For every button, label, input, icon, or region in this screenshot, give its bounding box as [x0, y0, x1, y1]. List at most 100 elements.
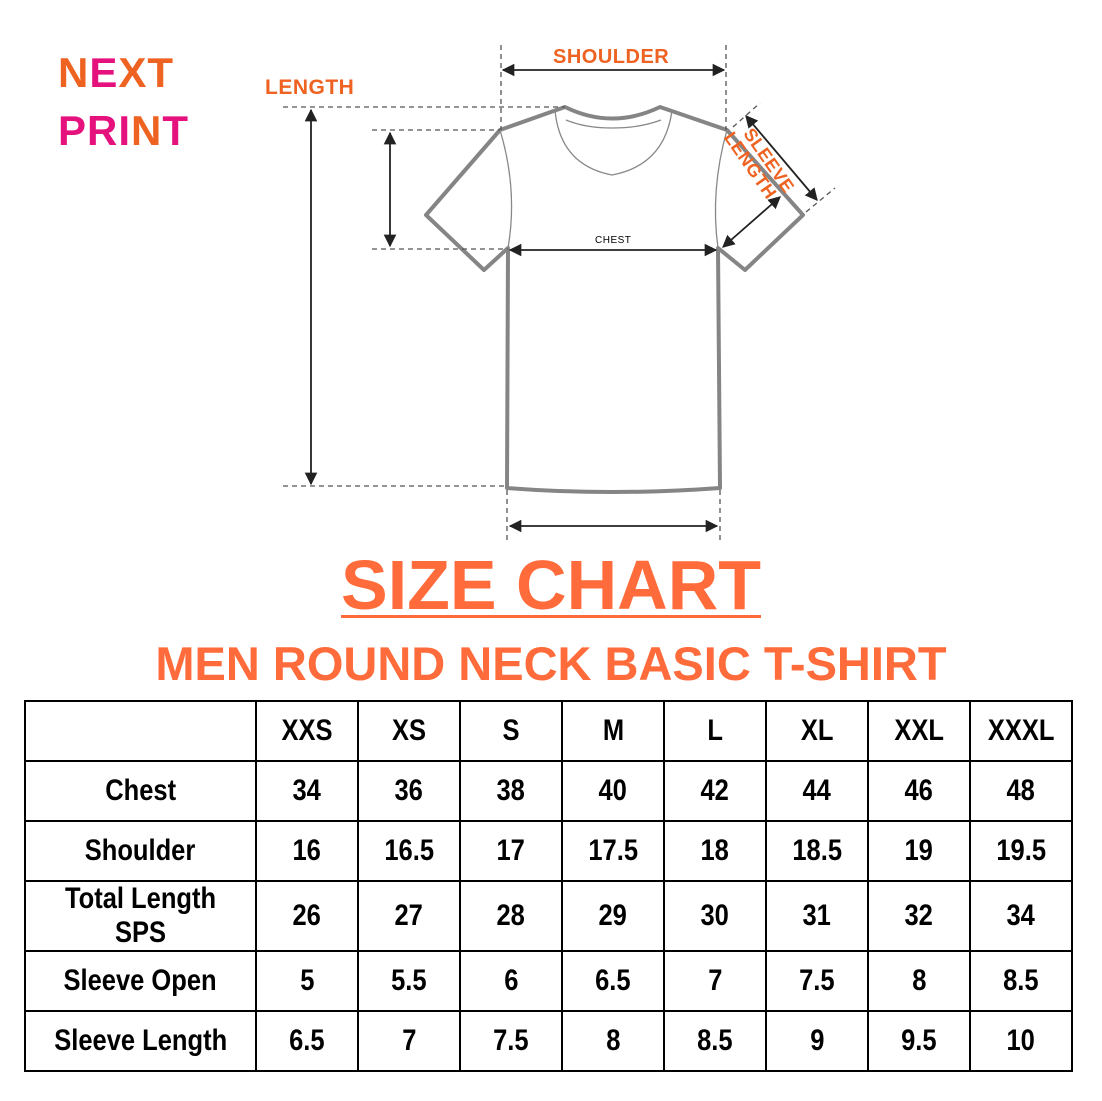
size-label: XXXL	[987, 714, 1055, 747]
value-cell: 42	[663, 760, 767, 822]
cell-value: 7	[707, 964, 723, 997]
value-cell: 34	[255, 760, 359, 822]
cell-value: 6	[503, 964, 519, 997]
cell-value: 36	[394, 774, 424, 807]
sleeve-open-arrow	[722, 196, 781, 248]
value-cell: 44	[765, 760, 869, 822]
size-label: S	[502, 714, 520, 747]
size-label: M	[602, 714, 624, 747]
value-cell: 8	[561, 1010, 665, 1072]
sleeve-length-arrow	[745, 115, 818, 201]
title-text: SIZE CHART	[341, 546, 761, 624]
value-cell: 19.5	[969, 820, 1073, 882]
tshirt-outline	[424, 105, 805, 494]
table-row: Chest 34 36 38 40 42 44 46 48	[24, 760, 1073, 822]
logo-print: PRINT	[58, 107, 190, 154]
row-label-cell: Shoulder	[24, 820, 257, 882]
size-table: XXS XS S M L XL XXL XXXL Chest 34 36 38 40 42 44 46 48 Sh…	[24, 700, 1073, 1072]
cell-value: 44	[802, 774, 832, 807]
value-cell: 34	[969, 880, 1073, 952]
size-header: M	[561, 700, 665, 762]
cell-value: 27	[394, 899, 424, 932]
value-cell: 18	[663, 820, 767, 882]
size-header: XXXL	[969, 700, 1073, 762]
cell-value: 48	[1006, 774, 1036, 807]
cell-value: 17.5	[588, 834, 638, 867]
length-label: LENGTH	[265, 76, 355, 99]
cell-value: 26	[292, 899, 322, 932]
value-cell: 9.5	[867, 1010, 971, 1072]
value-cell: 17	[459, 820, 563, 882]
cell-value: 19.5	[996, 834, 1046, 867]
cell-value: 7.5	[493, 1024, 529, 1057]
cell-value: 34	[1006, 899, 1036, 932]
size-header: XS	[357, 700, 461, 762]
cell-value: 28	[496, 899, 526, 932]
cell-value: 9.5	[901, 1024, 937, 1057]
cell-value: 8	[911, 964, 927, 997]
value-cell: 31	[765, 880, 869, 952]
size-header: L	[663, 700, 767, 762]
cell-value: 40	[598, 774, 628, 807]
row-label: Total Length SPS	[64, 882, 217, 949]
cell-value: 29	[598, 899, 628, 932]
value-cell: 7	[357, 1010, 461, 1072]
cell-value: 18	[700, 834, 730, 867]
cell-value: 42	[700, 774, 730, 807]
cell-value: 8.5	[697, 1024, 733, 1057]
row-label-cell: Chest	[24, 760, 257, 822]
value-cell: 38	[459, 760, 563, 822]
table-row: Total Length SPS 26 27 28 29 30 31 32 34	[24, 880, 1073, 952]
value-cell: 19	[867, 820, 971, 882]
cell-value: 46	[904, 774, 934, 807]
table-row: Sleeve Length 6.5 7 7.5 8 8.5 9 9.5 10	[24, 1010, 1073, 1072]
table-row: Shoulder 16 16.5 17 17.5 18 18.5 19 19.5	[24, 820, 1073, 882]
value-cell: 40	[561, 760, 665, 822]
size-header: XL	[765, 700, 869, 762]
size-label: XXL	[894, 714, 944, 747]
cell-value: 8.5	[1003, 964, 1039, 997]
cell-value: 10	[1006, 1024, 1036, 1057]
cell-value: 6.5	[595, 964, 631, 997]
cell-value: 9	[809, 1024, 825, 1057]
corner-cell	[24, 700, 257, 762]
row-label-cell: Total Length SPS	[24, 880, 257, 952]
value-cell: 27	[357, 880, 461, 952]
value-cell: 8.5	[663, 1010, 767, 1072]
value-cell: 46	[867, 760, 971, 822]
value-cell: 30	[663, 880, 767, 952]
cell-value: 17	[496, 834, 526, 867]
value-cell: 6	[459, 950, 563, 1012]
size-header: S	[459, 700, 563, 762]
subtitle: MEN ROUND NECK BASIC T-SHIRT	[155, 637, 947, 690]
chest-label: CHEST	[595, 235, 632, 246]
page-title: SIZE CHART	[0, 545, 1102, 625]
value-cell: 48	[969, 760, 1073, 822]
logo-next: NEXT	[58, 49, 175, 96]
row-label-cell: Sleeve Length	[24, 1010, 257, 1072]
value-cell: 6.5	[255, 1010, 359, 1072]
cell-value: 32	[904, 899, 934, 932]
row-label-cell: Sleeve Open	[24, 950, 257, 1012]
cell-value: 30	[700, 899, 730, 932]
value-cell: 17.5	[561, 820, 665, 882]
tshirt-diagram	[283, 45, 836, 540]
cell-value: 38	[496, 774, 526, 807]
value-cell: 9	[765, 1010, 869, 1072]
value-cell: 7.5	[459, 1010, 563, 1072]
cell-value: 34	[292, 774, 322, 807]
table-row: Sleeve Open 5 5.5 6 6.5 7 7.5 8 8.5	[24, 950, 1073, 1012]
header-row: XXS XS S M L XL XXL XXXL	[24, 700, 1073, 762]
value-cell: 7.5	[765, 950, 869, 1012]
value-cell: 16.5	[357, 820, 461, 882]
value-cell: 36	[357, 760, 461, 822]
cell-value: 19	[904, 834, 934, 867]
row-label: Shoulder	[85, 834, 196, 867]
size-header: XXS	[255, 700, 359, 762]
value-cell: 5.5	[357, 950, 461, 1012]
value-cell: 26	[255, 880, 359, 952]
value-cell: 10	[969, 1010, 1073, 1072]
cell-value: 7	[401, 1024, 417, 1057]
cell-value: 7.5	[799, 964, 835, 997]
cell-value: 16.5	[384, 834, 434, 867]
